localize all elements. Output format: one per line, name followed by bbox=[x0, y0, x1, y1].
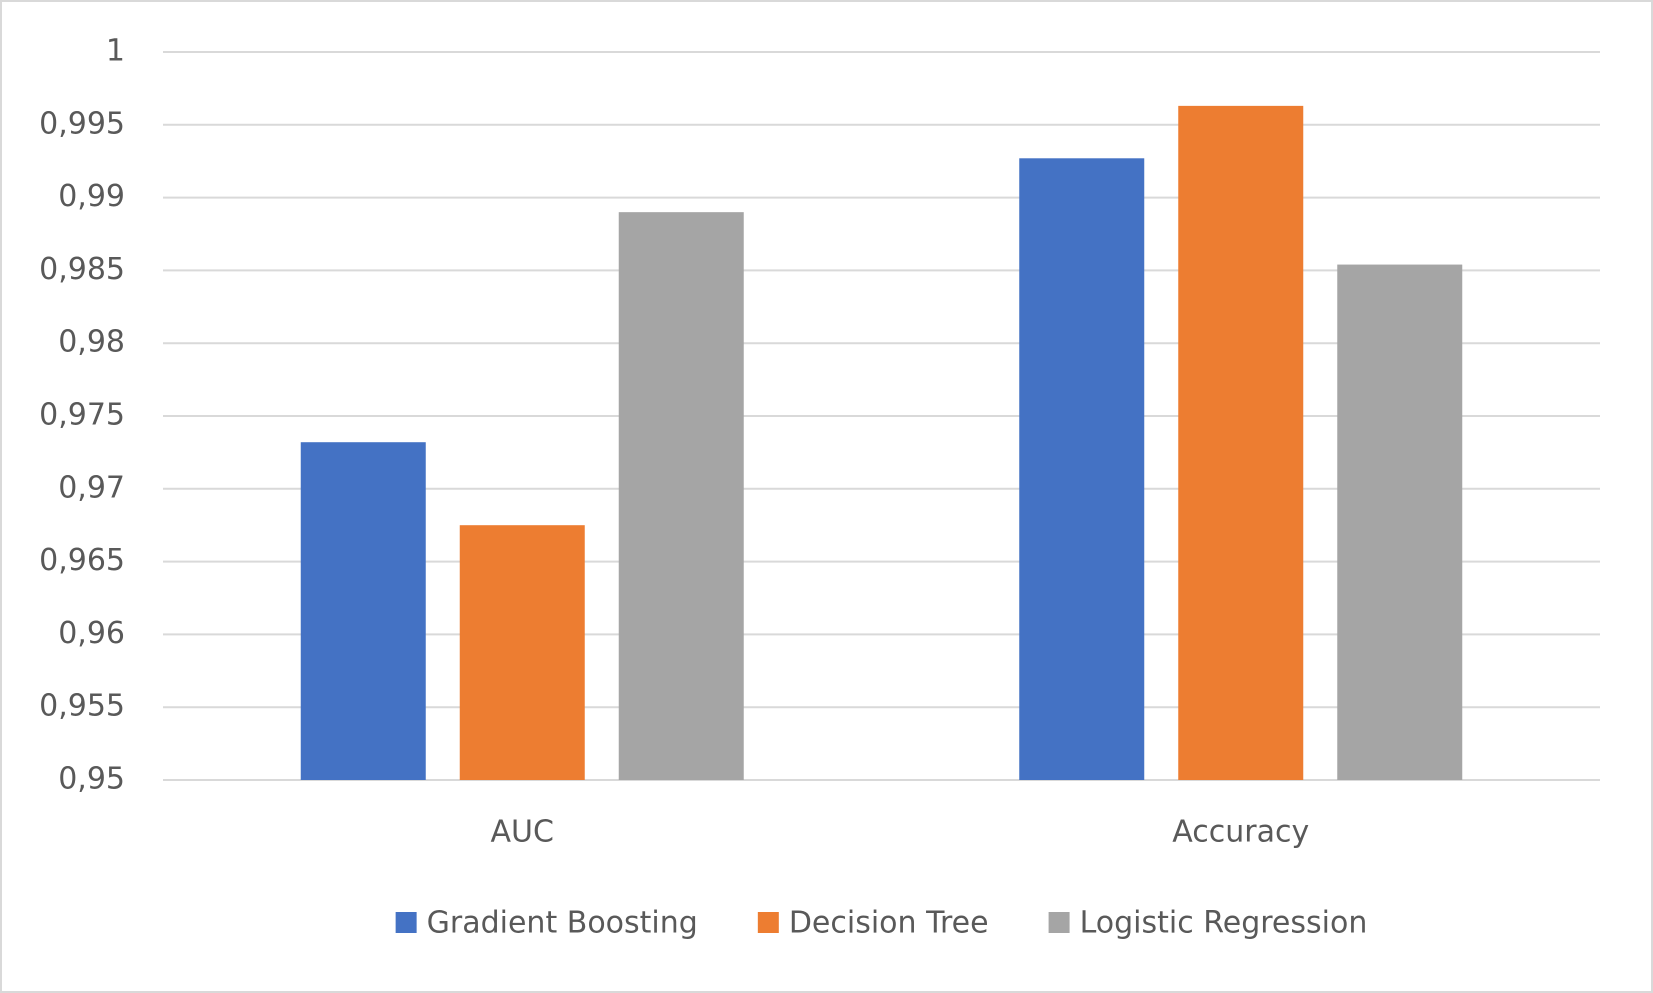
bar bbox=[1178, 105, 1304, 780]
bar bbox=[1019, 158, 1145, 781]
legend-label: Logistic Regression bbox=[1080, 906, 1368, 941]
y-tick-label: 0,995 bbox=[39, 106, 125, 141]
bar bbox=[618, 212, 744, 780]
y-tick-label: 0,985 bbox=[39, 252, 125, 287]
y-tick-label: 0,98 bbox=[58, 325, 125, 360]
y-tick-label: 0,99 bbox=[58, 179, 125, 214]
legend-label: Gradient Boosting bbox=[427, 906, 698, 941]
legend-label: Decision Tree bbox=[789, 906, 989, 941]
y-tick-label: 0,97 bbox=[58, 470, 125, 505]
legend-swatch bbox=[757, 912, 779, 933]
x-tick-label: Accuracy bbox=[1172, 815, 1309, 850]
y-tick-label: 0,965 bbox=[39, 543, 125, 578]
y-tick-label: 0,96 bbox=[58, 616, 125, 651]
bar bbox=[1337, 264, 1463, 780]
legend-swatch bbox=[1048, 912, 1070, 933]
x-tick-label: AUC bbox=[491, 815, 554, 850]
y-tick-label: 0,955 bbox=[39, 689, 125, 724]
legend-swatch bbox=[395, 912, 417, 933]
bar bbox=[300, 442, 426, 780]
bar bbox=[459, 525, 585, 780]
y-tick-label: 0,975 bbox=[39, 398, 125, 433]
y-tick-label: 1 bbox=[106, 34, 125, 69]
y-tick-label: 0,95 bbox=[58, 762, 125, 797]
